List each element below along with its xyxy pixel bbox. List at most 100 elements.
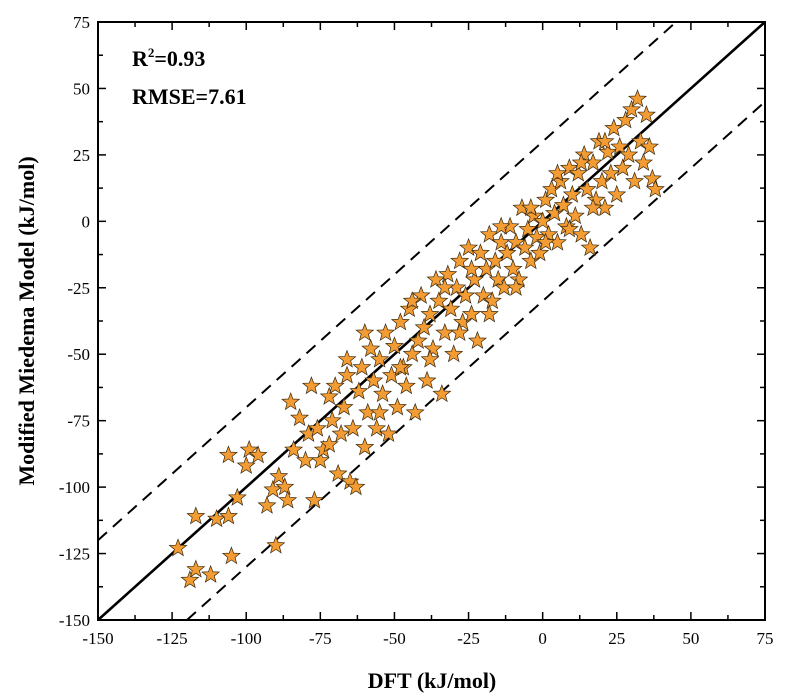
data-point <box>248 445 268 464</box>
data-point <box>607 184 627 203</box>
data-point <box>530 243 550 262</box>
data-point <box>509 269 529 288</box>
axes: -150 -125 -100 -75 -50 -25 0 25 50 75 -150 -125 -100… <box>59 13 774 648</box>
data-point <box>275 477 295 496</box>
data-point <box>352 357 372 376</box>
data-point <box>426 269 446 288</box>
data-point <box>420 349 440 368</box>
data-point <box>349 381 369 400</box>
data-point <box>473 285 493 304</box>
data-point <box>580 237 600 256</box>
data-point <box>227 487 247 506</box>
data-point <box>441 299 461 318</box>
y-tick-label: -75 <box>67 412 90 431</box>
data-point <box>450 251 470 270</box>
data-point <box>221 546 241 565</box>
data-point <box>355 437 375 456</box>
reference-lines <box>97 21 766 621</box>
data-point <box>630 131 650 150</box>
data-point <box>361 338 381 357</box>
x-tick-label: 75 <box>757 629 774 648</box>
reference-line-2 <box>186 100 766 621</box>
r-squared-label: R2=0.93 <box>132 45 205 71</box>
x-tick-label: -25 <box>457 629 480 648</box>
data-point <box>343 418 363 437</box>
data-point <box>376 322 396 342</box>
y-tick-label: 25 <box>73 146 90 165</box>
data-point <box>639 136 659 156</box>
y-tick-label: -25 <box>67 279 90 298</box>
data-point <box>429 291 449 310</box>
data-point <box>438 264 458 283</box>
data-point <box>506 232 526 251</box>
data-point <box>565 206 585 225</box>
data-point <box>598 142 618 161</box>
data-point <box>470 243 490 262</box>
data-point <box>263 479 283 498</box>
data-point <box>296 450 316 469</box>
data-point <box>328 463 348 482</box>
data-point <box>319 386 339 405</box>
data-point <box>450 322 470 342</box>
data-point <box>622 99 642 118</box>
y-tick-label: 75 <box>73 13 90 32</box>
data-point <box>459 237 479 256</box>
data-point <box>278 490 298 509</box>
x-tick-label: 0 <box>538 629 547 648</box>
data-point <box>610 136 630 156</box>
data-point <box>322 410 342 429</box>
data-point <box>423 338 443 357</box>
reference-line-0 <box>97 21 766 621</box>
data-point <box>613 158 633 177</box>
data-point <box>405 402 425 421</box>
data-point <box>562 184 582 203</box>
data-point <box>370 349 390 368</box>
data-point <box>218 506 238 525</box>
data-point <box>491 216 511 235</box>
y-tick-label: -125 <box>59 545 90 564</box>
data-point <box>559 219 579 238</box>
data-point <box>444 344 464 363</box>
data-point <box>269 466 289 485</box>
data-point <box>547 163 567 182</box>
data-point <box>568 163 588 182</box>
data-point <box>379 423 399 443</box>
rmse-label: RMSE=7.61 <box>132 84 247 109</box>
data-point <box>239 439 259 458</box>
data-point <box>435 322 455 342</box>
data-point <box>435 277 455 296</box>
data-point <box>337 365 357 384</box>
data-point <box>284 439 304 458</box>
y-tick-label: -100 <box>59 478 90 497</box>
x-tick-label: -125 <box>157 629 188 648</box>
data-point <box>462 304 482 323</box>
data-points <box>168 89 665 589</box>
data-point <box>396 376 416 395</box>
data-point <box>390 312 410 331</box>
data-point <box>367 418 387 437</box>
data-point <box>186 506 206 525</box>
data-point <box>236 455 256 474</box>
data-point <box>488 269 508 288</box>
data-point <box>604 118 624 137</box>
data-point <box>281 392 301 411</box>
x-tick-label: -150 <box>82 629 113 648</box>
data-point <box>266 535 286 554</box>
data-point <box>408 330 428 350</box>
data-point <box>571 152 591 171</box>
data-point <box>559 158 579 177</box>
data-point <box>467 330 487 350</box>
data-point <box>619 144 639 163</box>
data-point <box>577 179 597 198</box>
x-tick-label: 25 <box>608 629 625 648</box>
data-point <box>521 198 541 217</box>
y-tick-label: -50 <box>67 345 90 364</box>
data-point <box>625 171 645 190</box>
data-point <box>402 344 422 363</box>
data-point <box>628 89 648 108</box>
data-point <box>373 384 393 403</box>
data-point <box>456 285 476 304</box>
data-point <box>571 224 591 243</box>
data-point <box>642 168 662 187</box>
